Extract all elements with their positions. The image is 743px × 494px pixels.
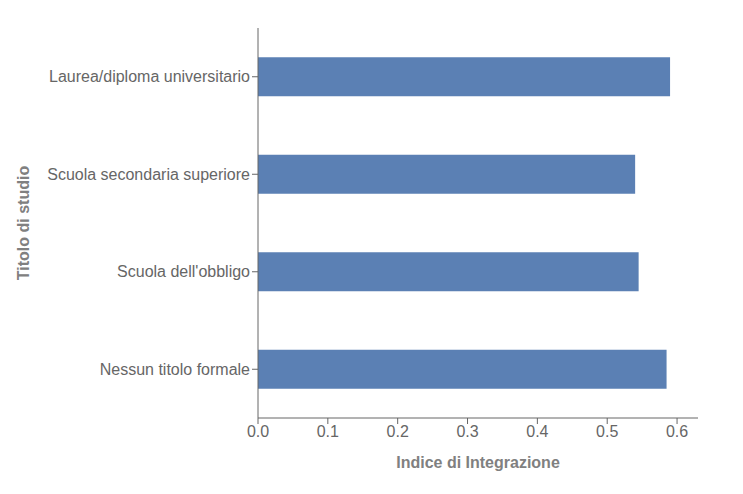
svg-text:Laurea/diploma universitario: Laurea/diploma universitario [49,68,250,85]
svg-text:Indice di Integrazione: Indice di Integrazione [396,454,560,471]
svg-text:0.0: 0.0 [247,423,269,440]
svg-text:0.2: 0.2 [387,423,409,440]
svg-text:0.3: 0.3 [456,423,478,440]
svg-text:0.1: 0.1 [317,423,339,440]
svg-text:Nessun titolo formale: Nessun titolo formale [100,361,250,378]
svg-text:0.6: 0.6 [666,423,688,440]
svg-text:Scuola secondaria superiore: Scuola secondaria superiore [47,166,250,183]
svg-text:Scuola dell'obbligo: Scuola dell'obbligo [117,263,250,280]
svg-text:Titolo di studio: Titolo di studio [15,166,32,281]
svg-text:0.5: 0.5 [596,423,618,440]
svg-text:0.4: 0.4 [526,423,548,440]
